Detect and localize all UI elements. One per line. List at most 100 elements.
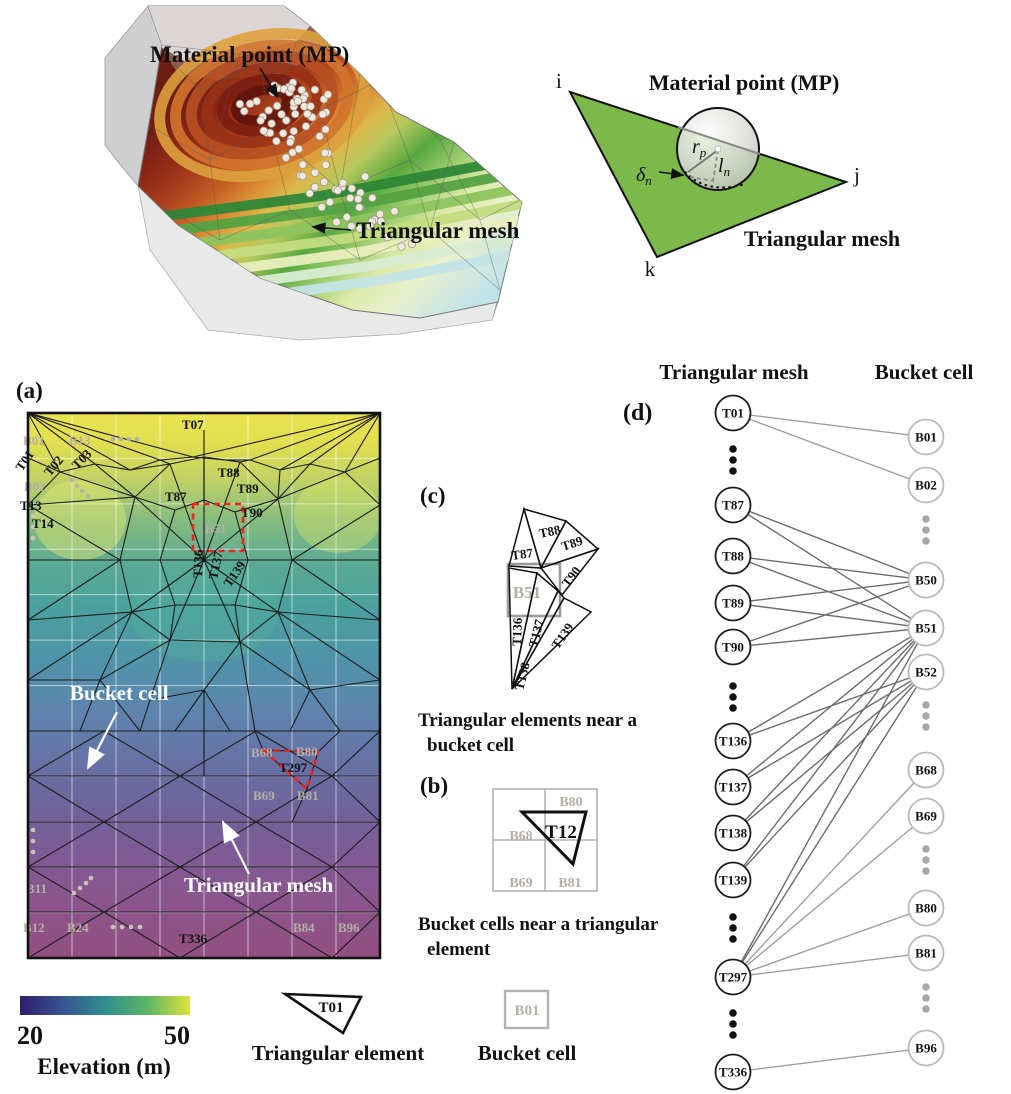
map-triangle-label: T90: [241, 505, 263, 520]
ellipsis-dot: [79, 488, 85, 494]
d-edge: [732, 579, 927, 604]
c-triangle-label: T137: [525, 617, 546, 648]
ellipsis-dot: [110, 924, 116, 930]
mesh-line: [28, 504, 121, 561]
d-edge: [732, 627, 927, 742]
material-point: [321, 160, 330, 170]
mesh-line: [149, 639, 171, 701]
material-point: [360, 172, 370, 181]
map-bucket-label: B24: [67, 920, 89, 935]
ellipsis-dot: [110, 436, 116, 442]
d-edge: [732, 412, 927, 486]
material-point: [355, 203, 364, 212]
vertex-j-label: j: [853, 163, 860, 187]
mesh-line: [291, 559, 380, 621]
map-bucket-label: B13: [69, 433, 91, 448]
d-t-circle: [714, 628, 752, 666]
b-bucket-label: B69: [509, 876, 532, 891]
mesh-line: [129, 463, 171, 471]
bucket-cell-annotation: Bucket cell: [70, 681, 169, 705]
material-point: [375, 209, 385, 219]
mesh-line: [169, 463, 205, 561]
mesh-line: [277, 498, 293, 561]
material-point: [368, 193, 377, 203]
mesh-line: [203, 689, 231, 732]
map-triangle-label: T336: [179, 931, 208, 946]
material-point: [287, 84, 296, 93]
d-b-ellipsis-dot: [922, 723, 930, 731]
d-edge: [732, 952, 927, 978]
d-b-label: B01: [915, 430, 937, 445]
b-triangle-t12: [518, 810, 588, 867]
c-triangle-label: T89: [559, 533, 585, 554]
map-bucket-label: B01: [23, 433, 45, 448]
mesh-line: [129, 459, 161, 471]
mesh-line: [277, 471, 346, 500]
d-t-ellipsis-dot: [729, 693, 737, 701]
mesh-line: [59, 471, 136, 498]
mesh-line: [28, 911, 105, 958]
d-t-node-t138: T138: [714, 814, 752, 852]
map-triangle-label: T07: [182, 417, 204, 432]
material-point: [298, 160, 307, 169]
material-point: [325, 197, 335, 207]
d-t-label: T90: [722, 640, 744, 655]
d-edge: [732, 504, 927, 629]
d-b-node-b69: B69: [907, 797, 945, 835]
material-point: [317, 203, 326, 212]
material-point: [259, 126, 268, 135]
c-triangle-label: T88: [538, 522, 563, 541]
ellipsis-dot: [118, 436, 124, 442]
d-t-node-t87: T87: [714, 486, 752, 524]
d-b-circle: [907, 751, 945, 789]
material-point: [355, 224, 364, 233]
material-point: [272, 101, 282, 111]
d-b-ellipsis-dot: [922, 983, 930, 991]
map-bucket-label: B12: [23, 920, 45, 935]
d-t-node-t336: T336: [714, 1053, 752, 1091]
mesh-line: [99, 639, 171, 681]
c-triangle-label: T87: [510, 545, 534, 563]
mesh-line: [255, 730, 333, 777]
material-point: [297, 85, 306, 95]
mesh-line: [28, 413, 96, 465]
material-point: [321, 125, 330, 134]
material-point: [320, 177, 329, 187]
d-t-node-t89: T89: [714, 584, 752, 622]
mesh-line: [255, 775, 333, 823]
radius-line: [687, 149, 719, 173]
vertex-i-label: i: [556, 69, 562, 93]
mesh-line: [28, 611, 133, 681]
d-b-node-b80: B80: [907, 889, 945, 927]
map-bucket-label: B80: [296, 744, 318, 759]
mesh-line: [119, 496, 136, 561]
mp-diagram-title: Material point (MP): [649, 70, 840, 95]
b-caption-2: element: [427, 939, 491, 960]
map-triangle-label: T88: [218, 465, 240, 480]
mesh-line: [28, 496, 136, 506]
mesh-line: [203, 456, 241, 463]
ellipsis-dot: [83, 880, 89, 886]
panel-b: (b) B80 B68 B69 B81 T12 Bucket cells near a…: [418, 773, 659, 960]
material-point: [397, 242, 406, 251]
d-b-label: B02: [915, 478, 937, 493]
colorbar-title: Elevation (m): [37, 1054, 171, 1079]
d-b-node-b52: B52: [907, 653, 945, 691]
d-b-node-b51: B51: [907, 609, 945, 647]
mesh-line: [174, 499, 205, 511]
mesh-line: [28, 611, 133, 621]
d-edge: [732, 671, 927, 881]
d-b-circle: [907, 797, 945, 835]
d-left-header: Triangular mesh: [659, 360, 808, 384]
mesh-line: [291, 504, 380, 561]
mesh-line: [79, 679, 101, 732]
mesh-line: [331, 866, 380, 913]
mesh-line: [331, 821, 380, 868]
d-t-circle: [714, 537, 752, 575]
d-t-ellipsis-dot: [729, 924, 737, 932]
mesh-line: [239, 641, 311, 691]
material-point: [390, 207, 399, 216]
sphere-hidden-arc: [680, 166, 746, 189]
